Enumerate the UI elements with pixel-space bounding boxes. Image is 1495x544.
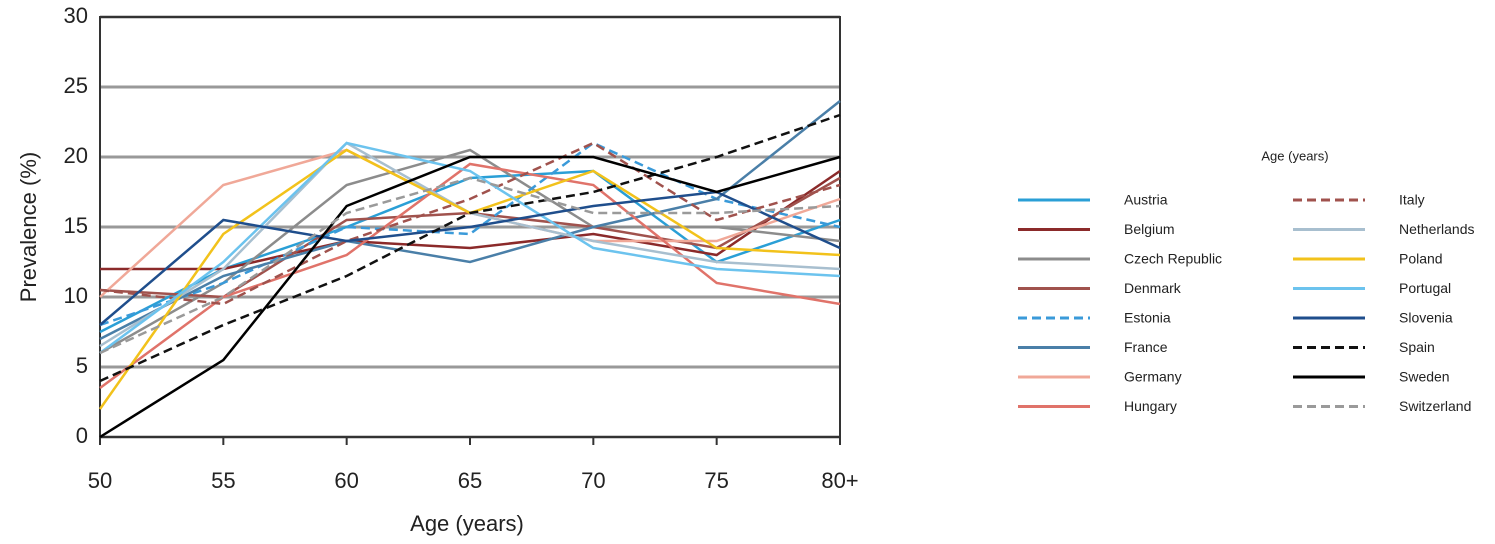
legend-label: Germany — [1124, 369, 1182, 385]
x-tick-label: 70 — [581, 468, 605, 493]
series-line — [99, 162, 841, 390]
series-line — [99, 141, 841, 306]
legend-label: Estonia — [1124, 310, 1171, 326]
y-tick-label: 30 — [64, 3, 88, 28]
series-line — [99, 113, 841, 383]
legend-label: Portugal — [1399, 280, 1451, 296]
legend-label: Poland — [1399, 251, 1443, 267]
x-tick-label: 60 — [334, 468, 358, 493]
x-axis-label: Age (years) — [410, 511, 524, 536]
legend-label: Austria — [1124, 192, 1168, 208]
y-tick-label: 25 — [64, 73, 88, 98]
legend-label: Belgium — [1124, 221, 1175, 237]
legend-label: Czech Republic — [1124, 251, 1222, 267]
y-axis-label: Prevalence (%) — [16, 152, 41, 302]
y-tick-label: 0 — [76, 423, 88, 448]
legend-label: Switzerland — [1399, 398, 1471, 414]
series-line — [99, 141, 841, 348]
y-tick-label: 10 — [64, 283, 88, 308]
series-line — [99, 155, 841, 439]
legend-label: Spain — [1399, 339, 1435, 355]
legend-label: Sweden — [1399, 369, 1450, 385]
legend-label: Denmark — [1124, 280, 1182, 296]
series-line — [99, 141, 841, 355]
y-tick-label: 5 — [76, 353, 88, 378]
legend-label: France — [1124, 339, 1168, 355]
x-tick-label: 65 — [458, 468, 482, 493]
legend-label: Italy — [1399, 192, 1425, 208]
x-tick-label: 80+ — [821, 468, 858, 493]
legend-label: Hungary — [1124, 398, 1177, 414]
legend-label: Slovenia — [1399, 310, 1453, 326]
legend-title: Age (years) — [1261, 148, 1328, 163]
x-tick-label: 50 — [88, 468, 112, 493]
series-line — [100, 169, 841, 271]
x-tick-label: 75 — [704, 468, 728, 493]
legend-label: Netherlands — [1399, 221, 1475, 237]
y-tick-label: 15 — [64, 213, 88, 238]
series-line — [99, 176, 841, 355]
x-tick-label: 55 — [211, 468, 235, 493]
series-line — [99, 100, 841, 341]
y-tick-label: 20 — [64, 143, 88, 168]
